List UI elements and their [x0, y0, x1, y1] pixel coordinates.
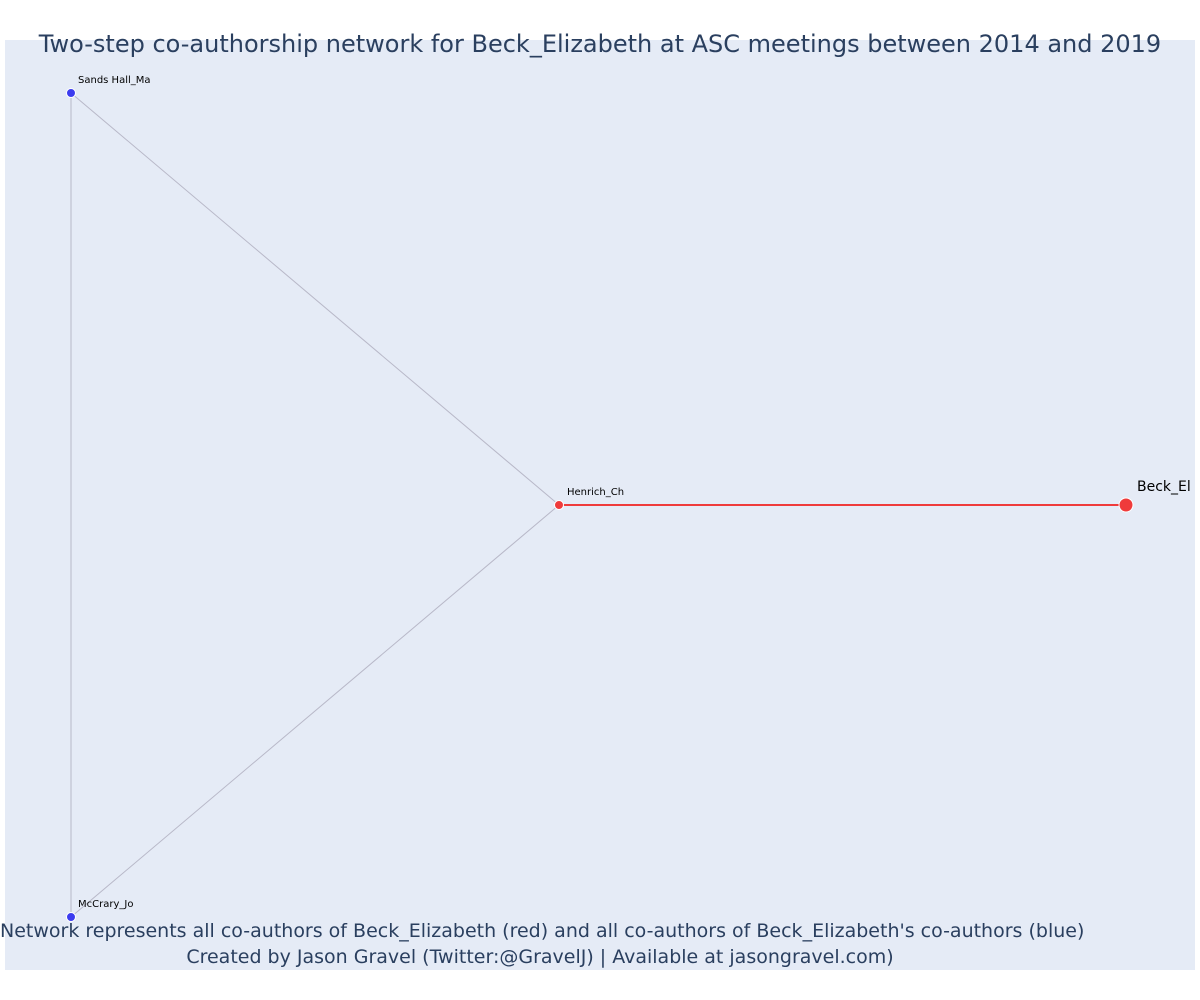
caption-line-2: Created by Jason Gravel (Twitter:@Gravel… — [186, 946, 894, 968]
node-label-Sands-Hall_Ma: Sands Hall_Ma — [78, 75, 151, 86]
node-Beck_El[interactable] — [1118, 497, 1134, 513]
caption-line-1: Network represents all co-authors of Bec… — [0, 920, 1085, 942]
node-Sands-Hall_Ma[interactable] — [66, 88, 76, 98]
node-Henrich_Ch[interactable] — [554, 500, 564, 510]
edge-Henrich_Ch-Sands-Hall_Ma — [70, 92, 560, 506]
chart-caption: Network represents all co-authors of Bec… — [0, 918, 1085, 970]
edge-Henrich_Ch-McCrary_Jo — [70, 504, 560, 918]
node-label-Henrich_Ch: Henrich_Ch — [567, 487, 624, 498]
chart-title: Two-step co-authorship network for Beck_… — [38, 30, 1162, 58]
node-label-Beck_El: Beck_El — [1137, 479, 1191, 495]
node-McCrary_Jo[interactable] — [66, 912, 76, 922]
node-label-McCrary_Jo: McCrary_Jo — [78, 899, 133, 910]
